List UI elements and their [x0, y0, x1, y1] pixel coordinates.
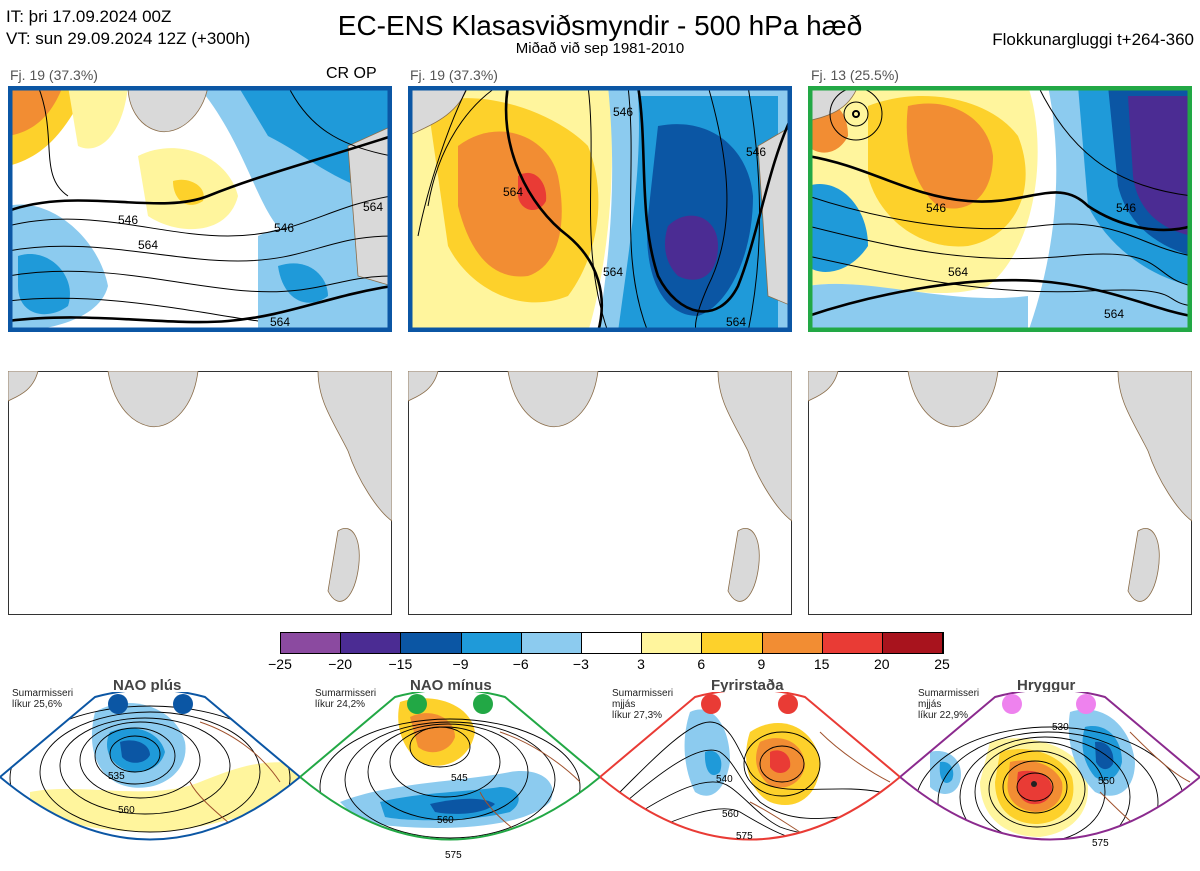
- contour-label: 575: [736, 831, 753, 842]
- colorbar-swatch: [581, 633, 643, 653]
- regime-2-desc: Sumarmisseri líkur 24,2%: [315, 688, 377, 710]
- regime-marker: [473, 694, 493, 714]
- page-subtitle: Miðað við sep 1981-2010: [515, 40, 685, 57]
- regime-marker: [701, 694, 721, 714]
- contour-label: 564: [270, 315, 290, 329]
- colorbar-tick-label: −9: [452, 656, 469, 672]
- colorbar-tick-label: 20: [874, 656, 890, 672]
- colorbar-tick-label: −6: [512, 656, 529, 672]
- colorbar-tick-label: −20: [328, 656, 353, 672]
- contour-label: 546: [1116, 201, 1136, 215]
- regime-2-title: NAO mínus: [410, 677, 492, 694]
- regime-marker: [1002, 694, 1022, 714]
- colorbar-swatch: [341, 633, 402, 653]
- colorbar-swatch: [882, 633, 944, 653]
- contour-label: 564: [1104, 307, 1124, 321]
- regime-marker: [1076, 694, 1096, 714]
- regime-marker: [173, 694, 193, 714]
- contour-label: 530: [1052, 722, 1069, 733]
- cluster-1-map: 546 564 546 564 564: [8, 86, 392, 332]
- colorbar-swatch: [521, 633, 582, 653]
- colorbar-tick-label: 9: [757, 656, 766, 672]
- cluster-1-tag: CR OP: [326, 65, 377, 82]
- colorbar-swatch: [401, 633, 462, 653]
- colorbar-tick-label: −3: [572, 656, 589, 672]
- colorbar-ticks: −25 −20 −15 −9 −6 −3 3 6 9 15 20 25: [268, 656, 950, 674]
- contour-label: 564: [503, 185, 523, 199]
- contour-label: 546: [613, 105, 633, 119]
- colorbar-swatch: [822, 633, 883, 653]
- cluster-3-label: Fj. 13 (25.5%): [811, 67, 899, 83]
- regime-nao-minus-map: 545 560 575: [300, 692, 600, 861]
- classification-window: Flokkunargluggi t+264-360: [992, 30, 1194, 49]
- colorbar-tick-label: −15: [388, 656, 413, 672]
- regime-1-desc: Sumarmisseri líkur 25,6%: [12, 688, 74, 710]
- regime-3-title: Fyrirstaða: [711, 677, 784, 694]
- colorbar-tick-label: 6: [697, 656, 706, 672]
- colorbar-swatch: [702, 633, 763, 653]
- colorbar-swatch: [281, 633, 342, 653]
- contour-label: 560: [118, 805, 135, 816]
- valid-time: VT: sun 29.09.2024 12Z (+300h): [6, 29, 251, 48]
- regime-ridge-map: 530 550 575: [900, 692, 1200, 849]
- colorbar-tick-label: 3: [637, 656, 645, 672]
- empty-map-3: [808, 371, 1192, 615]
- contour-label: 560: [437, 815, 454, 826]
- contour-label: 575: [1092, 838, 1109, 849]
- contour-label: 564: [603, 265, 623, 279]
- colorbar-swatch: [642, 633, 703, 653]
- contour-label: 575: [445, 850, 462, 861]
- contour-label: 564: [138, 238, 158, 252]
- contour-label: 550: [1098, 776, 1115, 787]
- regime-nao-plus-map: 535 560: [0, 692, 300, 841]
- contour-label: 540: [716, 774, 733, 785]
- regime-4-desc: Sumarmisseri mjjás líkur 22,9%: [918, 688, 980, 721]
- empty-map-2: [408, 371, 792, 615]
- colorbar-swatch: [461, 633, 522, 653]
- contour-label: 546: [274, 221, 294, 235]
- contour-label: 564: [726, 315, 746, 329]
- colorbar: [280, 632, 944, 654]
- regime-marker: [778, 694, 798, 714]
- regime-marker: [407, 694, 427, 714]
- colorbar-tick-label: 15: [813, 656, 830, 672]
- contour-label: 546: [118, 213, 138, 227]
- cluster-3-map: 546 546 564 564: [808, 86, 1192, 332]
- contour-label: 560: [722, 809, 739, 820]
- cluster-2-map: 564 546 546 564 564: [408, 86, 792, 332]
- cluster-2-label: Fj. 19 (37.3%): [410, 67, 498, 83]
- contour-label: 564: [363, 200, 383, 214]
- init-time: IT: þri 17.09.2024 00Z: [6, 7, 172, 26]
- page-title: EC-ENS Klasasviðsmyndir - 500 hPa hæð: [337, 10, 863, 41]
- empty-map-1: [8, 371, 392, 615]
- contour-label: 564: [948, 265, 968, 279]
- contour-label: 545: [451, 773, 468, 784]
- colorbar-tick-label: 25: [934, 656, 950, 672]
- regime-blocking-map: 540 560 575: [600, 692, 900, 842]
- colorbar-swatch: [762, 633, 823, 653]
- contour-label: 546: [746, 145, 766, 159]
- colorbar-tick-label: −25: [268, 656, 292, 672]
- contour-label: 535: [108, 771, 125, 782]
- regime-3-desc: Sumarmisseri mjjás líkur 27,3%: [612, 688, 674, 721]
- regime-1-title: NAO plús: [113, 677, 182, 694]
- contour-label: 546: [926, 201, 946, 215]
- cluster-1-label: Fj. 19 (37.3%): [10, 67, 98, 83]
- regime-4-title: Hryggur: [1017, 677, 1076, 694]
- regime-marker: [108, 694, 128, 714]
